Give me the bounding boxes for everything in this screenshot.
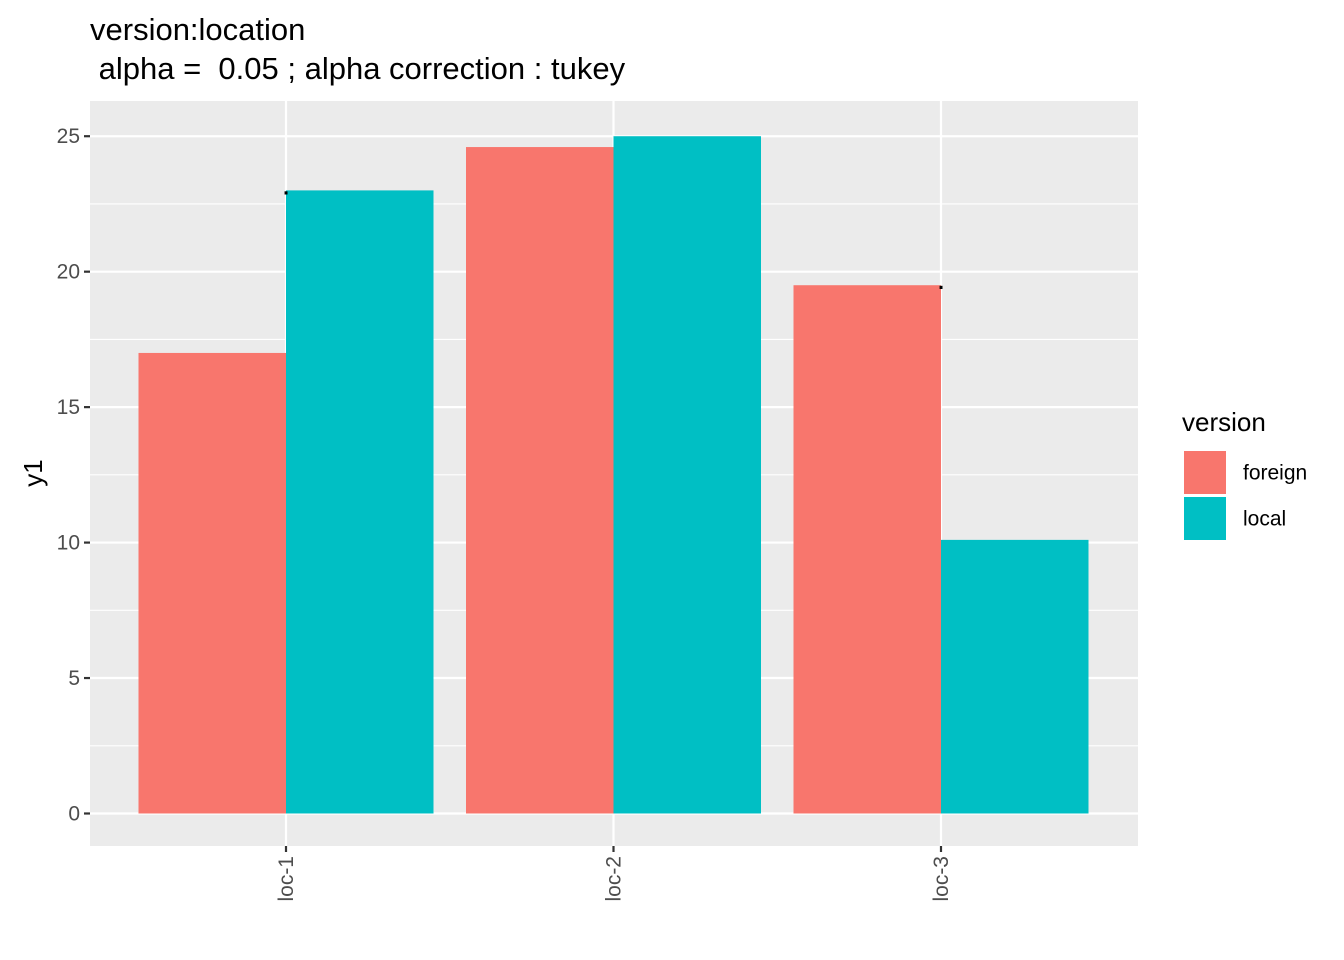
bar-local-loc-2 bbox=[613, 136, 761, 814]
legend-label-local: local bbox=[1243, 508, 1286, 531]
bar-foreign-loc-2 bbox=[466, 147, 614, 814]
x-tick-label-loc-2: loc-2 bbox=[603, 856, 626, 902]
chart-subtitle: alpha = 0.05 ; alpha correction : tukey bbox=[90, 51, 626, 86]
x-tick-label-loc-3: loc-3 bbox=[930, 856, 953, 902]
bar-local-loc-3 bbox=[941, 539, 1089, 814]
significance-label-loc-3: . bbox=[938, 271, 944, 294]
y-tick-label: 20 bbox=[57, 261, 80, 284]
legend: version foreign local bbox=[1182, 407, 1307, 540]
bar-foreign-loc-3 bbox=[793, 285, 941, 814]
y-tick-label: 15 bbox=[57, 396, 80, 419]
bar-local-loc-1 bbox=[286, 190, 434, 814]
y-tick-label: 0 bbox=[68, 802, 80, 825]
chart-title: version:location bbox=[90, 12, 305, 47]
legend-key-foreign bbox=[1184, 451, 1226, 494]
y-tick-label: 10 bbox=[57, 532, 80, 555]
legend-key-local bbox=[1184, 497, 1226, 540]
legend-title: version bbox=[1182, 407, 1266, 437]
y-axis-title: y1 bbox=[18, 459, 48, 486]
bar-foreign-loc-1 bbox=[138, 352, 286, 814]
y-tick-label: 5 bbox=[68, 667, 80, 690]
legend-label-foreign: foreign bbox=[1243, 462, 1307, 485]
x-tick-label-loc-1: loc-1 bbox=[275, 856, 298, 902]
x-axis: loc-1 loc-2 loc-3 bbox=[275, 846, 953, 902]
significance-labels: .. bbox=[283, 176, 944, 294]
bars bbox=[138, 136, 1089, 814]
significance-label-loc-1: . bbox=[283, 176, 289, 199]
y-axis: 0 5 10 15 20 25 bbox=[57, 125, 90, 825]
y-tick-label: 25 bbox=[57, 125, 80, 148]
